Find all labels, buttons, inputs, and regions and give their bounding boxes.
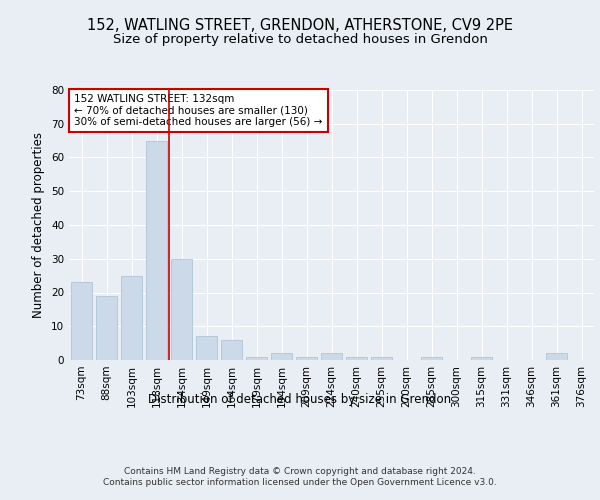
Bar (421, 356, 442, 360)
Bar (296, 356, 317, 360)
Bar (171, 259, 192, 360)
Bar (321, 353, 342, 360)
Bar (346, 356, 367, 360)
Bar (221, 340, 242, 360)
Bar (71, 282, 92, 360)
Text: Distribution of detached houses by size in Grendon: Distribution of detached houses by size … (148, 392, 452, 406)
Bar (196, 336, 217, 360)
Y-axis label: Number of detached properties: Number of detached properties (32, 132, 46, 318)
Bar (271, 353, 292, 360)
Bar (371, 356, 392, 360)
Bar (96, 296, 117, 360)
Bar (471, 356, 492, 360)
Text: 152, WATLING STREET, GRENDON, ATHERSTONE, CV9 2PE: 152, WATLING STREET, GRENDON, ATHERSTONE… (87, 18, 513, 32)
Bar (546, 353, 567, 360)
Text: Size of property relative to detached houses in Grendon: Size of property relative to detached ho… (113, 32, 487, 46)
Bar (121, 276, 142, 360)
Text: Contains HM Land Registry data © Crown copyright and database right 2024.
Contai: Contains HM Land Registry data © Crown c… (103, 468, 497, 487)
Bar (146, 140, 167, 360)
Text: 152 WATLING STREET: 132sqm
← 70% of detached houses are smaller (130)
30% of sem: 152 WATLING STREET: 132sqm ← 70% of deta… (74, 94, 323, 127)
Bar (246, 356, 267, 360)
